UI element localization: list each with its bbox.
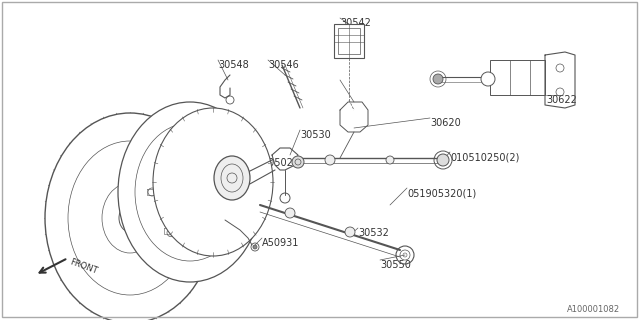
Ellipse shape <box>118 102 262 282</box>
Text: A100001082: A100001082 <box>567 305 620 314</box>
Text: 30542: 30542 <box>340 18 371 28</box>
Text: 051905320(1): 051905320(1) <box>407 188 476 198</box>
Text: FRONT: FRONT <box>68 258 99 276</box>
Text: 30622: 30622 <box>546 95 577 105</box>
Text: 30210: 30210 <box>178 150 209 160</box>
Text: 30100: 30100 <box>140 178 171 188</box>
Text: 30620: 30620 <box>430 118 461 128</box>
Text: 30548: 30548 <box>218 60 249 70</box>
Bar <box>338 28 360 54</box>
Text: B: B <box>440 157 445 163</box>
Text: 30532: 30532 <box>358 228 389 238</box>
Ellipse shape <box>153 108 273 256</box>
Circle shape <box>285 208 295 218</box>
Circle shape <box>386 156 394 164</box>
Text: 30546: 30546 <box>268 60 299 70</box>
Text: 010510250(2): 010510250(2) <box>450 152 520 162</box>
Circle shape <box>481 72 495 86</box>
Circle shape <box>345 227 355 237</box>
Circle shape <box>292 156 304 168</box>
Ellipse shape <box>214 156 250 200</box>
Circle shape <box>253 245 257 249</box>
Text: 30530: 30530 <box>300 130 331 140</box>
Text: 30502: 30502 <box>262 158 293 168</box>
Text: 30550: 30550 <box>380 260 411 270</box>
Circle shape <box>325 155 335 165</box>
Bar <box>490 60 545 95</box>
Ellipse shape <box>45 113 215 320</box>
Text: A50931: A50931 <box>262 238 300 248</box>
Circle shape <box>437 154 449 166</box>
Bar <box>334 24 364 58</box>
Circle shape <box>433 74 443 84</box>
